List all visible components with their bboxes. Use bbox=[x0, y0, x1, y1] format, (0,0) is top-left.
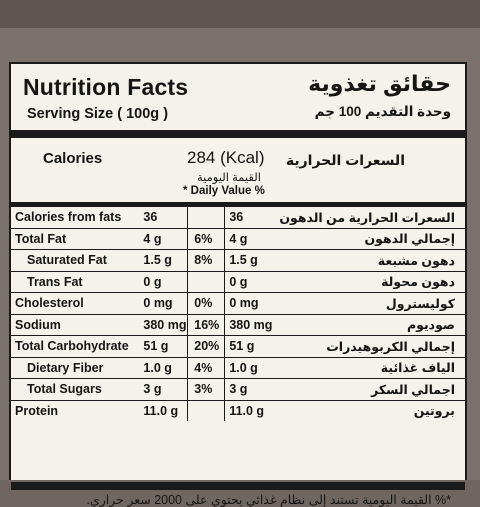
nutrient-name-ar: كوليسترول bbox=[275, 292, 465, 315]
nutrient-amount: 1.5 g bbox=[139, 249, 189, 272]
table-row: Total Fat 4 g 6% 4 g إجمالي الدهون bbox=[11, 228, 465, 250]
title-arabic: حقائق تغذوية bbox=[308, 71, 451, 96]
daily-value-english: * Daily Value % bbox=[183, 185, 265, 197]
nutrient-amount-ar: 0 g bbox=[224, 271, 276, 293]
nutrient-name-en: Cholesterol bbox=[11, 292, 140, 315]
nutrient-name-ar: إجمالي الكربوهيدرات bbox=[275, 335, 465, 358]
footnote-arabic: *% القيمة اليومية تستند إلى نظام غذائي ي… bbox=[86, 493, 451, 507]
nutrient-name-ar: الياف غذائية bbox=[275, 357, 465, 379]
title-english: Nutrition Facts bbox=[23, 74, 189, 100]
nutrient-name-ar: دهون مشبعة bbox=[275, 249, 465, 272]
package-top-band bbox=[0, 0, 480, 28]
nutrient-amount-ar: 0 mg bbox=[224, 292, 276, 315]
nutrient-daily-value bbox=[187, 400, 226, 421]
nutrient-amount: 1.0 g bbox=[139, 357, 189, 379]
nutrient-name-ar: اجمالي السكر bbox=[275, 378, 465, 401]
nutrient-name-ar: دهون محولة bbox=[275, 271, 465, 293]
nutrient-amount: 3 g bbox=[139, 378, 189, 401]
calories-value: 284 (Kcal) bbox=[187, 148, 265, 167]
nutrient-name-en: Dietary Fiber bbox=[11, 357, 140, 379]
nutrient-name-en: Sodium bbox=[11, 314, 140, 336]
nutrition-facts-label: Nutrition Facts حقائق تغذوية Serving Siz… bbox=[9, 62, 467, 507]
nutrient-amount: 4 g bbox=[139, 228, 189, 250]
thick-divider-mid bbox=[11, 202, 465, 207]
table-row: Total Carbohydrate 51 g 20% 51 g إجمالي … bbox=[11, 335, 465, 358]
table-row: Protein 11.0 g 11.0 g بروتين bbox=[11, 400, 465, 421]
nutrient-name-ar: السعرات الحرارية من الدهون bbox=[275, 207, 465, 229]
nutrient-daily-value: 16% bbox=[187, 314, 226, 336]
nutrient-daily-value: 3% bbox=[187, 378, 226, 401]
nutrient-name-en: Protein bbox=[15, 403, 59, 418]
serving-size-arabic: وحدة التقديم 100 جم bbox=[314, 104, 451, 119]
nutrient-amount: 11.0 g bbox=[139, 400, 189, 421]
thick-divider-top bbox=[11, 130, 465, 138]
nutrient-table: Calories from fats 36 36 السعرات الحراري… bbox=[11, 207, 465, 421]
table-row: Saturated Fat 1.5 g 8% 1.5 g دهون مشبعة bbox=[11, 249, 465, 272]
nutrient-daily-value: 0% bbox=[187, 292, 226, 315]
nutrient-name-ar: صوديوم bbox=[275, 314, 465, 336]
nutrient-amount-ar: 36 bbox=[224, 207, 276, 229]
thick-divider-bottom bbox=[11, 482, 465, 490]
nutrient-amount: 51 g bbox=[139, 335, 189, 358]
nutrient-amount-ar: 380 mg bbox=[224, 314, 276, 336]
table-row: Total Sugars 3 g 3% 3 g اجمالي السكر bbox=[11, 378, 465, 401]
nutrient-daily-value: 4% bbox=[187, 357, 226, 379]
table-row: Cholesterol 0 mg 0% 0 mg كوليسترول bbox=[11, 292, 465, 315]
table-row: Trans Fat 0 g 0 g دهون محولة bbox=[11, 271, 465, 293]
nutrient-name-en: Trans Fat bbox=[11, 271, 140, 293]
daily-value-arabic: القيمة اليومية bbox=[197, 172, 261, 184]
nutrient-daily-value: 6% bbox=[187, 228, 226, 250]
nutrient-daily-value: 20% bbox=[187, 335, 226, 358]
nutrient-daily-value bbox=[187, 207, 226, 229]
nutrient-name-en: Total Sugars bbox=[11, 378, 140, 401]
nutrient-name-en: Saturated Fat bbox=[11, 249, 140, 272]
nutrient-name-ar: إجمالي الدهون bbox=[275, 228, 465, 250]
table-row: Sodium 380 mg 16% 380 mg صوديوم bbox=[11, 314, 465, 336]
nutrient-amount: 380 mg bbox=[139, 314, 189, 336]
nutrient-daily-value: 8% bbox=[187, 249, 226, 272]
nutrient-name-en: Calories from fats bbox=[11, 207, 140, 229]
nutrient-amount-ar: 11.0 g bbox=[229, 403, 265, 418]
nutrient-amount: 0 mg bbox=[139, 292, 189, 315]
nutrient-amount-ar: 1.5 g bbox=[224, 249, 276, 272]
table-row: Dietary Fiber 1.0 g 4% 1.0 g الياف غذائي… bbox=[11, 357, 465, 379]
calories-label-english: Calories bbox=[43, 150, 103, 167]
nutrient-amount-ar: 3 g bbox=[224, 378, 276, 401]
nutrient-name-en: Total Carbohydrate bbox=[11, 335, 140, 358]
calories-label-arabic: السعرات الحرارية bbox=[285, 152, 405, 168]
nutrient-name-en: Total Fat bbox=[11, 228, 140, 250]
nutrient-amount: 36 bbox=[139, 207, 189, 229]
nutrient-name-ar: بروتين bbox=[413, 404, 455, 419]
table-row: Calories from fats 36 36 السعرات الحراري… bbox=[11, 207, 465, 229]
nutrient-amount-ar: 1.0 g bbox=[224, 357, 276, 379]
nutrient-daily-value bbox=[187, 271, 226, 293]
nutrient-amount-ar: 4 g bbox=[224, 228, 276, 250]
nutrient-amount-ar: 51 g bbox=[224, 335, 276, 358]
nutrient-amount: 0 g bbox=[139, 271, 189, 293]
serving-size-english: Serving Size ( 100g ) bbox=[27, 106, 169, 122]
